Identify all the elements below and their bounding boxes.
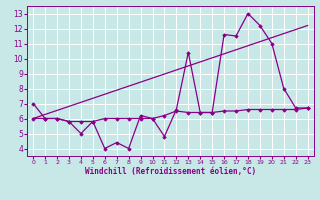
X-axis label: Windchill (Refroidissement éolien,°C): Windchill (Refroidissement éolien,°C) (85, 167, 256, 176)
